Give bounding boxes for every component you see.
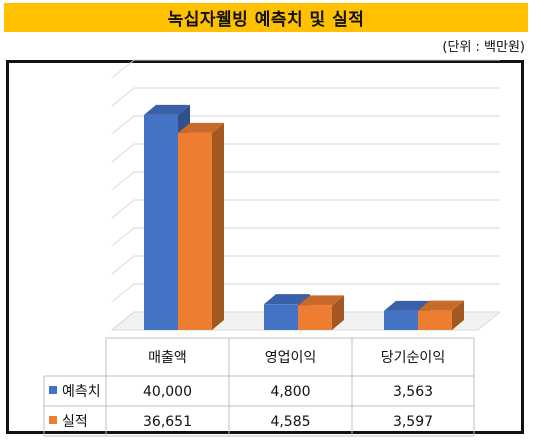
bar-top [298,295,344,306]
gridline [111,87,500,107]
data-label: 3,563 [393,384,433,400]
bar-layer [144,104,464,330]
bar-top [418,300,464,311]
gridline [111,283,500,303]
bar-front [384,310,418,330]
data-label: 36,651 [143,414,192,430]
legend-swatch [49,386,57,394]
bar [418,300,464,330]
gridline [111,199,500,219]
gridline [111,59,500,79]
gridline [111,227,500,247]
series-name: 실적 [62,414,88,430]
category-label: 당기순이익 [381,350,445,366]
chart-title: 녹십자웰빙 예측치 및 실적 [167,10,365,30]
data-label: 4,585 [270,414,310,430]
bar-top [264,294,310,305]
gridline [111,115,500,135]
bar-front [264,304,298,330]
bar-front [178,132,212,330]
bar [178,122,224,330]
gridline [111,171,500,191]
bar-side [452,300,464,330]
category-label: 매출액 [148,350,187,366]
bar [298,295,344,330]
bar-side [212,122,224,330]
bar-front [144,114,178,330]
gridline [111,255,500,275]
bar-top [144,104,190,115]
category-label: 영업이익 [265,350,317,366]
bar-top [178,122,224,133]
legend-swatch [49,416,57,424]
data-label: 3,597 [393,414,433,430]
data-label: 40,000 [143,384,192,400]
bar-side [332,295,344,330]
gridline [111,143,500,163]
bar-front [418,310,452,330]
unit-note: (단위 : 백만원) [442,40,525,55]
bar-front [298,305,332,330]
bar-top [384,300,430,311]
chart-frame [6,60,524,434]
series-name: 예측치 [62,384,101,400]
data-label: 4,800 [270,384,310,400]
title-bar: 녹십자웰빙 예측치 및 실적 [4,3,528,32]
